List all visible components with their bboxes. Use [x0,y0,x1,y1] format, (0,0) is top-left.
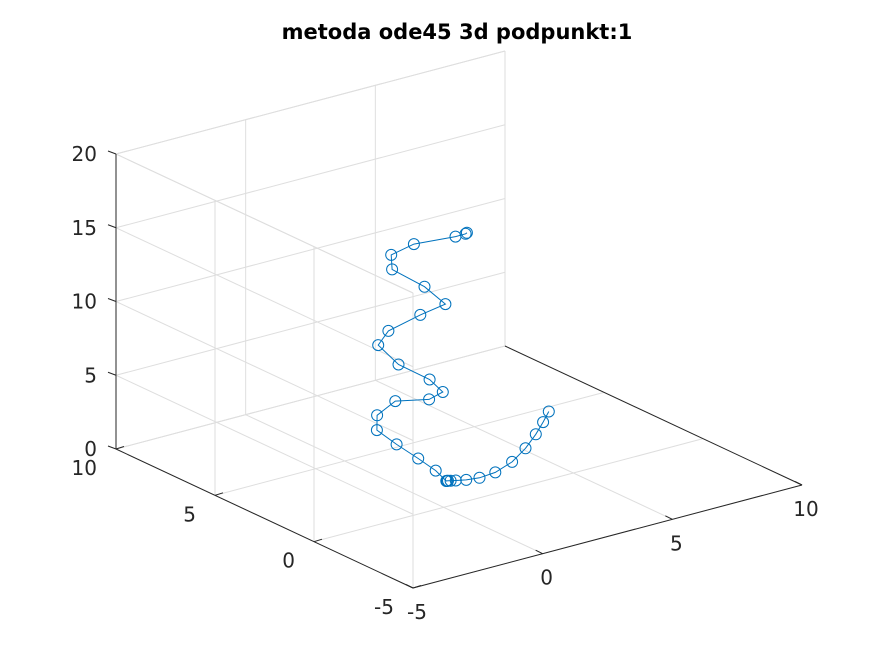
y-tick-mark [115,446,125,450]
series-layer [370,226,555,487]
y-tick-mark [313,538,323,543]
x-tick-mark [405,584,414,589]
z-tick-mark [107,150,117,155]
y-tick-label: 5 [183,502,196,526]
grid-line-wall-x-z [115,301,414,441]
box-edge [115,153,414,294]
data-point-marker [371,409,384,422]
data-point-marker [529,428,542,441]
data-point-marker [460,473,473,486]
data-point-marker [412,452,425,465]
data-point-marker [414,308,427,321]
data-point-marker [473,471,486,484]
data-point-marker [449,474,462,487]
y-tick-label: 10 [72,456,97,480]
chart-title: metoda ode45 3d podpunkt:1 [282,20,633,44]
data-point-marker [519,442,532,455]
data-point-marker [385,248,398,261]
data-point-marker [372,339,385,352]
z-tick-mark [107,445,117,450]
grid-line-wall-y-z [115,124,506,229]
data-point-marker [392,358,405,371]
data-point-marker [506,455,519,468]
data-point-marker [418,280,431,293]
data-point-marker [390,438,403,451]
box-edge [115,50,506,155]
x-tick-label: -5 [407,600,427,624]
grid-line-wall-x-z [115,374,414,515]
grid-layer [115,50,803,589]
grid-line-wall-x-z [115,227,414,368]
x-axis-line [412,484,803,589]
z-tick-label: 15 [72,216,97,240]
data-point-marker [407,238,420,251]
data-point-marker [382,324,395,337]
data-point-marker [440,475,453,487]
y-tick-label: 0 [282,549,295,573]
grid-line-floor-y [214,391,605,496]
z-tick-label: 20 [72,142,97,166]
data-point-marker [423,393,436,406]
x-tick-label: 0 [540,566,553,590]
data-point-marker [439,298,452,311]
y-tick-mark [214,492,224,496]
grid-line-wall-y-z [115,271,506,376]
x-tick-mark [794,481,803,486]
data-point-marker [489,466,502,479]
z-tick-label: 0 [84,437,97,461]
data-point-marker [542,405,555,418]
y-axis-line [115,448,414,589]
x-tick-mark [665,515,673,520]
z-tick-label: 10 [72,290,97,314]
data-point-marker [436,386,449,398]
x-tick-label: 10 [793,497,818,521]
data-point-marker [389,395,402,408]
grid-line-floor-y [313,438,704,543]
x-tick-mark [535,549,543,555]
data-point-marker [459,227,472,240]
x-axis-end-line [504,345,803,486]
z-tick-label: 5 [84,363,97,387]
z-tick-mark [107,224,117,229]
grid-line-wall-y-z [115,198,506,302]
y-tick-mark [412,585,422,589]
data-point-marker [537,416,550,429]
z-tick-mark [107,298,117,302]
axis-layer [107,150,803,589]
z-tick-mark [107,371,117,376]
x-tick-label: 5 [670,531,683,555]
data-point-marker [423,373,436,386]
data-point-marker [370,424,383,437]
grid-line-wall-y-z [115,345,506,450]
data-point-marker [386,263,399,276]
y-tick-label: -5 [374,595,394,619]
data-point-marker [460,226,473,239]
data-point-marker [429,464,442,477]
grid-line-floor-x [245,414,543,555]
